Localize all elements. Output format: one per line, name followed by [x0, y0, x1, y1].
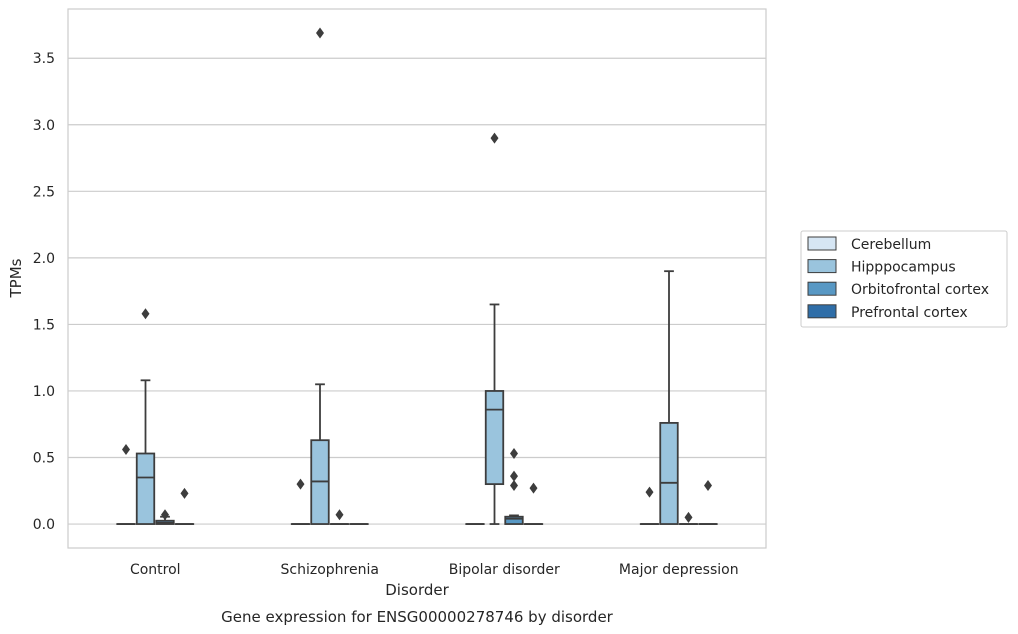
box-1-0 — [290, 478, 311, 525]
box-3-2 — [678, 511, 699, 525]
outlier-point — [122, 444, 130, 456]
y-tick-label: 1.5 — [33, 317, 55, 333]
outlier-point — [510, 448, 518, 460]
y-tick-labels: 0.0 0.5 1.0 1.5 2.0 2.5 3.0 3.5 — [33, 51, 55, 533]
y-tick-label: 2.0 — [33, 251, 55, 267]
legend-label: Cerebellum — [851, 237, 931, 253]
outlier-point — [490, 132, 499, 144]
outlier-point — [510, 479, 518, 491]
y-tick-label: 0.5 — [33, 451, 55, 467]
outlier-point — [141, 308, 150, 320]
box-1-2 — [329, 509, 350, 525]
y-tick-label: 2.5 — [33, 184, 55, 200]
x-tick-label: Major depression — [619, 562, 739, 578]
box-2-3 — [523, 482, 544, 525]
outlier-point — [296, 478, 305, 490]
x-tick-label: Control — [130, 562, 181, 578]
legend-swatch — [807, 259, 837, 274]
plot-area — [67, 8, 767, 549]
legend-frame — [800, 230, 1008, 328]
legend-label: Prefrontal cortex — [851, 305, 968, 321]
box-body — [484, 390, 505, 486]
legend-swatch — [807, 281, 837, 296]
legend-swatch — [807, 236, 837, 251]
outlier-point — [645, 486, 654, 498]
box-1-1 — [310, 27, 330, 525]
outlier-point — [316, 27, 324, 39]
box-2-1 — [484, 132, 505, 525]
y-tick-label: 1.0 — [33, 384, 55, 400]
boxes — [116, 27, 718, 525]
legend-item: Hipppocampus — [807, 259, 956, 276]
y-tick-label: 3.0 — [33, 118, 55, 134]
box-3-1 — [659, 270, 679, 525]
legend-swatch — [807, 304, 837, 319]
legend-item: Orbitofrontal cortex — [807, 281, 989, 298]
chart-caption: Gene expression for ENSG00000278746 by d… — [221, 608, 614, 626]
outlier-point — [704, 479, 712, 491]
x-tick-label: Schizophrenia — [281, 562, 379, 578]
outlier-point — [161, 509, 169, 521]
x-tick-label: Bipolar disorder — [449, 562, 560, 578]
legend-item: Cerebellum — [807, 236, 931, 253]
y-tick-label: 3.5 — [33, 51, 55, 67]
legend-label: Orbitofrontal cortex — [851, 282, 989, 298]
box-0-0 — [116, 444, 136, 525]
box-body — [659, 421, 679, 525]
legend-label: Hipppocampus — [851, 260, 956, 276]
outlier-point — [510, 470, 518, 482]
y-axis-label: TPMs — [7, 258, 25, 298]
outlier-point — [529, 482, 538, 494]
y-tick-label: 0.0 — [33, 517, 55, 533]
legend-item: Prefrontal cortex — [807, 304, 968, 321]
outlier-point — [335, 509, 344, 521]
x-tick-labels: Control Schizophrenia Bipolar disorder Majo… — [130, 562, 739, 578]
box-3-3 — [698, 479, 718, 525]
box-body — [504, 515, 524, 525]
box-body — [135, 452, 156, 525]
legend: Cerebellum Hipppocampus Orbitofrontal cort… — [800, 230, 1008, 328]
box-3-0 — [639, 486, 660, 525]
box-0-3 — [174, 487, 195, 525]
outlier-point — [180, 487, 189, 499]
box-0-1 — [135, 308, 156, 525]
box-0-2 — [155, 509, 175, 525]
x-axis-label: Disorder — [385, 581, 449, 599]
box-2-2 — [504, 448, 524, 525]
outlier-point — [684, 511, 693, 523]
